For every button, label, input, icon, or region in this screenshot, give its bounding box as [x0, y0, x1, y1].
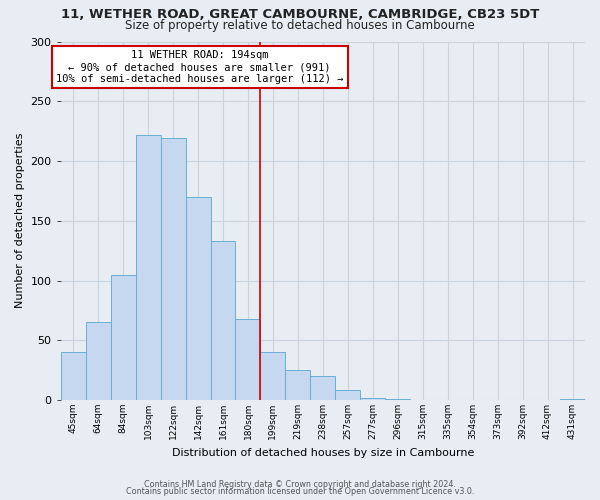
- Bar: [110, 274, 136, 400]
- Bar: [161, 138, 185, 400]
- Y-axis label: Number of detached properties: Number of detached properties: [15, 133, 25, 308]
- Bar: [310, 376, 335, 400]
- Text: Size of property relative to detached houses in Cambourne: Size of property relative to detached ho…: [125, 18, 475, 32]
- Bar: [211, 241, 235, 400]
- Bar: [560, 399, 585, 400]
- Text: 11 WETHER ROAD: 194sqm
← 90% of detached houses are smaller (991)
10% of semi-de: 11 WETHER ROAD: 194sqm ← 90% of detached…: [56, 50, 343, 84]
- Text: Contains HM Land Registry data © Crown copyright and database right 2024.: Contains HM Land Registry data © Crown c…: [144, 480, 456, 489]
- Bar: [361, 398, 385, 400]
- Bar: [335, 390, 361, 400]
- Text: Contains public sector information licensed under the Open Government Licence v3: Contains public sector information licen…: [126, 488, 474, 496]
- Text: 11, WETHER ROAD, GREAT CAMBOURNE, CAMBRIDGE, CB23 5DT: 11, WETHER ROAD, GREAT CAMBOURNE, CAMBRI…: [61, 8, 539, 20]
- Bar: [185, 197, 211, 400]
- Bar: [385, 399, 410, 400]
- Bar: [260, 352, 286, 400]
- Bar: [286, 370, 310, 400]
- Bar: [235, 319, 260, 400]
- Bar: [136, 134, 161, 400]
- Bar: [86, 322, 110, 400]
- Bar: [61, 352, 86, 400]
- X-axis label: Distribution of detached houses by size in Cambourne: Distribution of detached houses by size …: [172, 448, 474, 458]
